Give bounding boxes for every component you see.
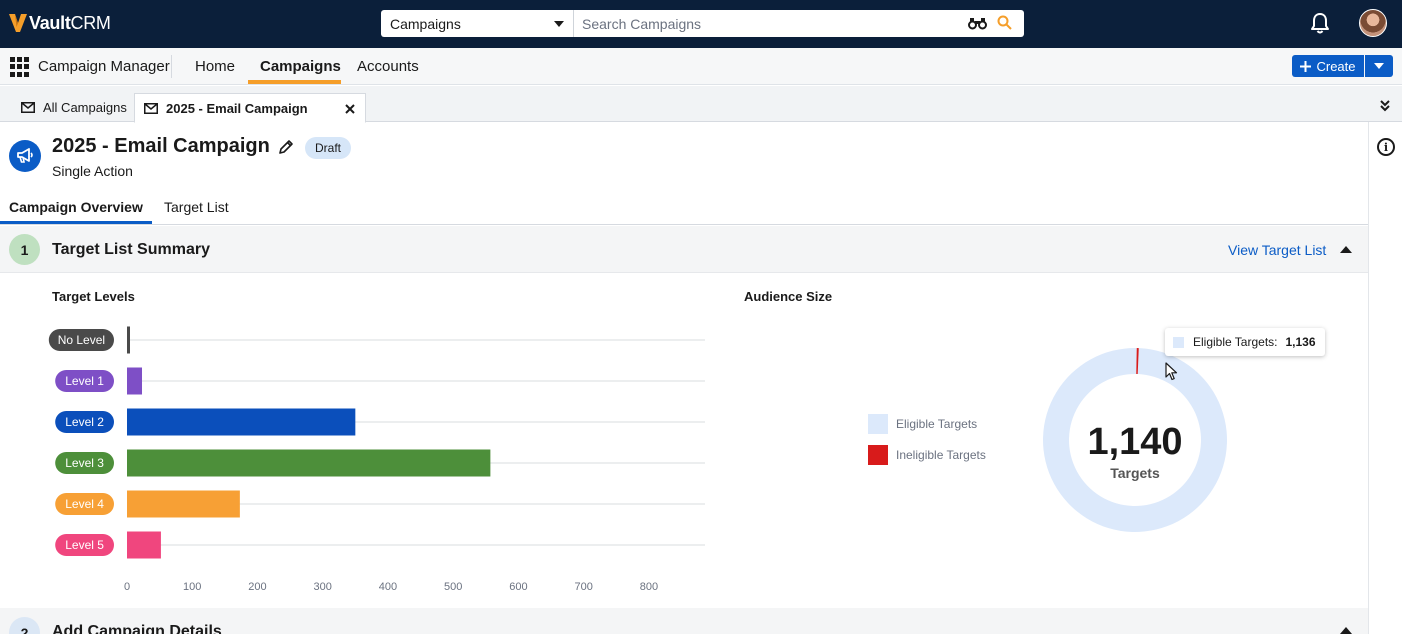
megaphone-icon (9, 140, 41, 172)
x-tick-label: 500 (444, 581, 462, 593)
binoculars-icon[interactable] (968, 16, 987, 30)
section-title: Add Campaign Details (52, 623, 222, 634)
x-tick-label: 700 (574, 581, 592, 593)
object-tab-strip: All Campaigns 2025 - Email Campaign (0, 86, 1402, 123)
x-tick-label: 400 (379, 581, 397, 593)
category-label: Level 3 (65, 456, 104, 470)
tab-all-campaigns[interactable]: All Campaigns (12, 93, 136, 122)
bell-icon[interactable] (1309, 12, 1331, 34)
x-tick-label: 800 (640, 581, 658, 593)
vault-crm-logo[interactable]: VaultCRM (9, 12, 111, 34)
active-subtab-indicator (0, 221, 152, 224)
pencil-icon[interactable] (278, 139, 294, 155)
audience-size-chart: Eligible Targets Ineligible Targets 1,140 T… (868, 348, 1227, 532)
audience-size-title: Audience Size (744, 289, 833, 304)
search-placeholder: Search Campaigns (582, 15, 702, 32)
target-levels-title: Target Levels (52, 289, 135, 304)
global-header: VaultCRM Campaigns Search Campaigns (0, 0, 1402, 48)
status-badge: Draft (305, 137, 352, 159)
record-subtabs: Campaign Overview Target List (0, 192, 1368, 225)
create-button[interactable]: Create (1292, 55, 1364, 77)
app-nav: Campaign Manager Home Campaigns Accounts (0, 48, 1402, 85)
legend-swatch (868, 445, 888, 465)
chevron-up-icon[interactable] (1340, 627, 1352, 634)
category-pill (55, 370, 114, 392)
section-add-campaign-details: 2 Add Campaign Details (0, 608, 1368, 634)
legend-label: Eligible Targets (896, 417, 977, 431)
page-title: 2025 - Email Campaign (52, 135, 270, 157)
tab-label: All Campaigns (43, 100, 127, 115)
brand-name: VaultCRM (29, 12, 111, 33)
donut-total: 1,140 (1087, 421, 1182, 463)
bar-level-5[interactable] (127, 531, 161, 559)
active-tab-indicator (248, 80, 341, 84)
search-input[interactable]: Search Campaigns (574, 10, 1024, 37)
mail-icon (144, 102, 158, 114)
nav-tab-campaigns[interactable]: Campaigns (260, 58, 341, 75)
bar-level-4[interactable] (127, 490, 240, 518)
section-target-list-summary: 1 Target List Summary View Target List (0, 226, 1368, 273)
chart-tooltip: Eligible Targets: 1,136 (1165, 328, 1325, 356)
tooltip-value: 1,136 (1285, 335, 1316, 349)
info-icon[interactable]: i (1377, 138, 1395, 156)
user-avatar[interactable] (1359, 9, 1387, 37)
x-tick-label: 300 (314, 581, 332, 593)
category-pill (55, 493, 114, 515)
create-menu-button[interactable] (1365, 55, 1393, 77)
view-target-list-link[interactable]: View Target List (1228, 242, 1327, 258)
tab-2025-email-campaign[interactable]: 2025 - Email Campaign (134, 93, 366, 123)
bar-no-level[interactable] (127, 326, 130, 354)
category-label: Level 2 (65, 415, 104, 429)
category-label: Level 5 (65, 538, 104, 552)
category-pill (48, 329, 114, 351)
search-scope-value: Campaigns (390, 15, 461, 32)
x-tick-label: 200 (248, 581, 266, 593)
target-levels-chart: No Level Level 1 Level 2 Level 3 Level 4 Leve… (48, 326, 705, 593)
chevron-up-icon[interactable] (1340, 246, 1352, 253)
tooltip-swatch (1173, 336, 1184, 348)
mouse-pointer-icon (1165, 362, 1178, 381)
vault-v-icon (9, 14, 27, 32)
bar-level-3[interactable] (127, 449, 491, 477)
search-icon[interactable] (997, 15, 1012, 30)
x-tick-label: 100 (183, 581, 201, 593)
tab-target-list[interactable]: Target List (164, 199, 229, 215)
chevron-down-icon (554, 21, 564, 27)
right-rail: i (1368, 122, 1402, 634)
global-search: Campaigns Search Campaigns (381, 10, 1024, 37)
bar-level-1[interactable] (127, 367, 143, 395)
app-name: Campaign Manager (38, 58, 170, 75)
donut-slice-ineligible[interactable] (1136, 348, 1139, 375)
close-icon[interactable] (345, 104, 355, 114)
legend-label: Ineligible Targets (896, 448, 986, 462)
category-pill (55, 411, 114, 433)
step-number: 1 (9, 234, 40, 265)
section-title: Target List Summary (52, 241, 210, 258)
mail-icon (21, 102, 35, 113)
donut-total-label: Targets (1110, 465, 1160, 481)
tab-label: 2025 - Email Campaign (166, 100, 308, 116)
category-pill (55, 452, 114, 474)
bar-level-2[interactable] (127, 408, 356, 436)
tooltip-label: Eligible Targets: (1193, 335, 1278, 349)
category-label: Level 4 (65, 497, 104, 511)
chevron-double-down-icon[interactable] (1380, 100, 1390, 112)
create-button-label: Create (1316, 58, 1356, 74)
category-pill (55, 534, 114, 556)
step-number: 2 (9, 617, 40, 634)
nav-divider (171, 55, 172, 78)
search-scope-select[interactable]: Campaigns (381, 10, 574, 37)
category-label: Level 1 (65, 374, 104, 388)
app-launcher-icon[interactable] (10, 57, 30, 77)
x-tick-label: 600 (509, 581, 527, 593)
record-subtitle: Single Action (52, 163, 133, 179)
nav-tab-accounts[interactable]: Accounts (357, 58, 419, 75)
nav-tab-home[interactable]: Home (195, 58, 236, 75)
x-tick-label: 0 (124, 581, 130, 593)
plus-icon (1300, 60, 1312, 72)
category-label: No Level (58, 333, 105, 347)
legend-swatch (868, 414, 888, 434)
tab-campaign-overview[interactable]: Campaign Overview (9, 199, 143, 215)
